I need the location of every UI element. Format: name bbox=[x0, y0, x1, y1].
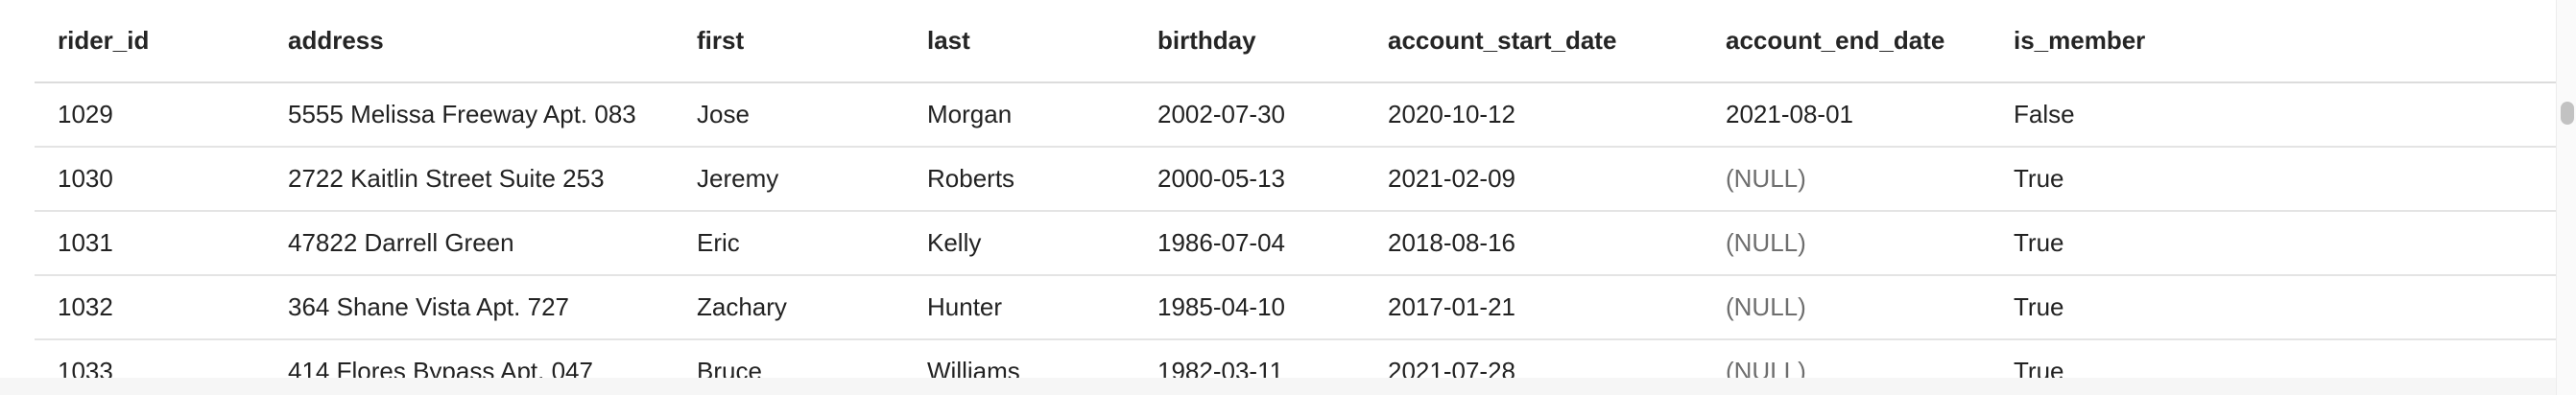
column-header-account-end-date[interactable]: account_end_date bbox=[1703, 0, 1991, 82]
cell-account-start-date[interactable]: 2018-08-16 bbox=[1365, 211, 1703, 275]
data-table: rider_id address first last birthday acc… bbox=[35, 0, 2557, 395]
cell-rider-id[interactable]: 1032 bbox=[35, 275, 265, 339]
column-header-birthday[interactable]: birthday bbox=[1134, 0, 1365, 82]
cell-last[interactable]: Roberts bbox=[904, 147, 1134, 211]
vertical-scrollbar[interactable] bbox=[2556, 0, 2576, 395]
cell-last[interactable]: Kelly bbox=[904, 211, 1134, 275]
table-header: rider_id address first last birthday acc… bbox=[35, 0, 2557, 82]
cell-account-end-date[interactable]: (NULL) bbox=[1703, 211, 1991, 275]
cell-birthday[interactable]: 1986-07-04 bbox=[1134, 211, 1365, 275]
cell-last[interactable]: Hunter bbox=[904, 275, 1134, 339]
header-row: rider_id address first last birthday acc… bbox=[35, 0, 2557, 82]
cell-birthday[interactable]: 1985-04-10 bbox=[1134, 275, 1365, 339]
column-header-first[interactable]: first bbox=[674, 0, 904, 82]
cell-account-start-date[interactable]: 2021-02-09 bbox=[1365, 147, 1703, 211]
table-row[interactable]: 1029 5555 Melissa Freeway Apt. 083 Jose … bbox=[35, 82, 2557, 147]
cell-rider-id[interactable]: 1030 bbox=[35, 147, 265, 211]
cell-birthday[interactable]: 2000-05-13 bbox=[1134, 147, 1365, 211]
cell-address[interactable]: 5555 Melissa Freeway Apt. 083 bbox=[265, 82, 674, 147]
table-row[interactable]: 1030 2722 Kaitlin Street Suite 253 Jerem… bbox=[35, 147, 2557, 211]
cell-is-member[interactable]: True bbox=[1991, 211, 2557, 275]
cell-first[interactable]: Zachary bbox=[674, 275, 904, 339]
table-row[interactable]: 1032 364 Shane Vista Apt. 727 Zachary Hu… bbox=[35, 275, 2557, 339]
cell-account-end-date[interactable]: 2021-08-01 bbox=[1703, 82, 1991, 147]
cell-account-end-date[interactable]: (NULL) bbox=[1703, 147, 1991, 211]
column-header-last[interactable]: last bbox=[904, 0, 1134, 82]
cell-address[interactable]: 364 Shane Vista Apt. 727 bbox=[265, 275, 674, 339]
cell-rider-id[interactable]: 1031 bbox=[35, 211, 265, 275]
cell-is-member[interactable]: False bbox=[1991, 82, 2557, 147]
cell-first[interactable]: Jose bbox=[674, 82, 904, 147]
cell-birthday[interactable]: 2002-07-30 bbox=[1134, 82, 1365, 147]
cell-address[interactable]: 2722 Kaitlin Street Suite 253 bbox=[265, 147, 674, 211]
column-header-account-start-date[interactable]: account_start_date bbox=[1365, 0, 1703, 82]
cell-account-start-date[interactable]: 2017-01-21 bbox=[1365, 275, 1703, 339]
scrollbar-thumb[interactable] bbox=[2561, 102, 2574, 125]
column-header-address[interactable]: address bbox=[265, 0, 674, 82]
cell-is-member[interactable]: True bbox=[1991, 147, 2557, 211]
cell-first[interactable]: Jeremy bbox=[674, 147, 904, 211]
cell-is-member[interactable]: True bbox=[1991, 275, 2557, 339]
column-header-is-member[interactable]: is_member bbox=[1991, 0, 2557, 82]
table-row[interactable]: 1031 47822 Darrell Green Eric Kelly 1986… bbox=[35, 211, 2557, 275]
table-body: 1029 5555 Melissa Freeway Apt. 083 Jose … bbox=[35, 82, 2557, 395]
cell-account-start-date[interactable]: 2020-10-12 bbox=[1365, 82, 1703, 147]
cell-address[interactable]: 47822 Darrell Green bbox=[265, 211, 674, 275]
cell-first[interactable]: Eric bbox=[674, 211, 904, 275]
column-header-rider-id[interactable]: rider_id bbox=[35, 0, 265, 82]
cell-account-end-date[interactable]: (NULL) bbox=[1703, 275, 1991, 339]
cell-rider-id[interactable]: 1029 bbox=[35, 82, 265, 147]
horizontal-scroll-track[interactable] bbox=[0, 378, 2557, 395]
cell-last[interactable]: Morgan bbox=[904, 82, 1134, 147]
